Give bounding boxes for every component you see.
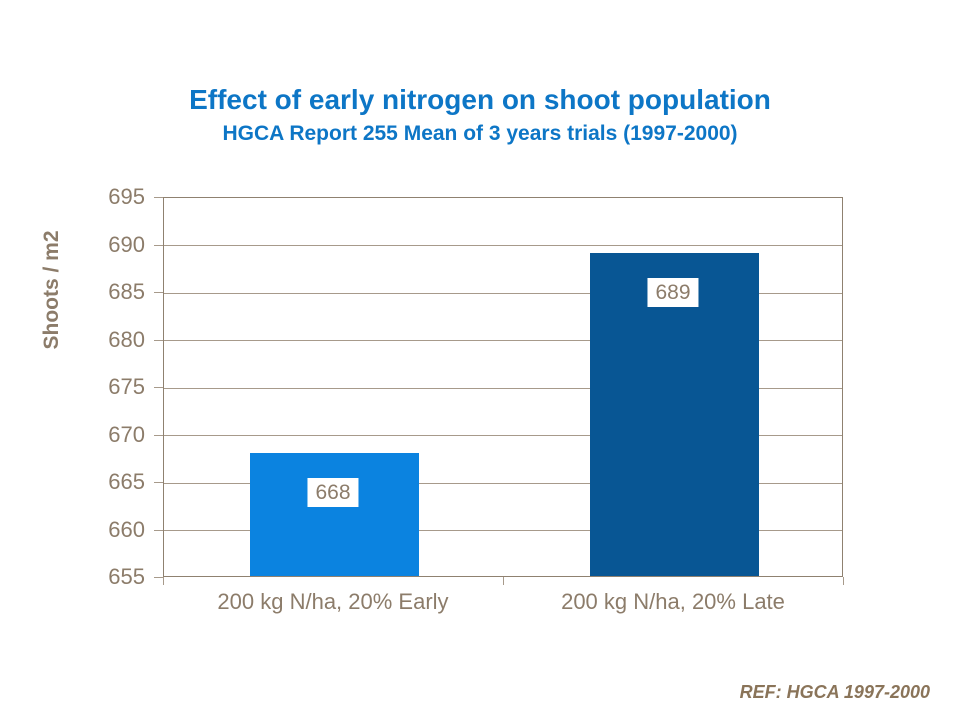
y-tick-label: 665 xyxy=(108,469,145,494)
y-tick-label: 680 xyxy=(108,326,145,352)
y-tick-label: 675 xyxy=(108,374,145,399)
y-tick-mark xyxy=(154,529,163,531)
chart-subtitle: HGCA Report 255 Mean of 3 years trials (… xyxy=(222,122,738,145)
bar-early xyxy=(249,452,419,576)
x-tick-mark xyxy=(843,577,844,585)
y-tick-mark xyxy=(154,387,163,388)
y-tick-label: 660 xyxy=(108,516,145,542)
y-tick-label: 690 xyxy=(108,231,145,257)
y-tick-mark xyxy=(154,339,163,341)
x-tick-mark xyxy=(503,577,504,585)
gridline xyxy=(164,482,842,484)
gridline xyxy=(164,245,842,246)
y-tick-label: 670 xyxy=(108,421,145,447)
y-tick-mark xyxy=(154,292,163,293)
gridline xyxy=(164,292,842,294)
bar-value-label: 689 xyxy=(647,278,699,307)
y-tick-label: 695 xyxy=(108,184,145,209)
gridline xyxy=(164,530,842,531)
gridline xyxy=(164,340,842,341)
x-axis-category-label: 200 kg N/ha, 20% Early xyxy=(217,589,449,614)
gridline xyxy=(164,435,842,436)
y-tick-mark xyxy=(154,482,163,483)
chart-title: Effect of early nitrogen on shoot popula… xyxy=(189,84,771,115)
y-tick-mark xyxy=(154,434,163,436)
y-tick-mark xyxy=(154,577,163,578)
bar-value-label: 668 xyxy=(307,477,359,507)
reference-note: REF: HGCA 1997-2000 xyxy=(739,682,930,702)
x-tick-mark xyxy=(163,577,164,585)
y-tick-label: 685 xyxy=(108,279,145,304)
y-tick-mark xyxy=(154,197,163,198)
y-tick-mark xyxy=(154,244,163,246)
plot-area xyxy=(163,197,843,577)
y-tick-label: 655 xyxy=(108,564,145,589)
gridline xyxy=(164,387,842,389)
x-axis-category-label: 200 kg N/ha, 20% Late xyxy=(561,589,785,614)
